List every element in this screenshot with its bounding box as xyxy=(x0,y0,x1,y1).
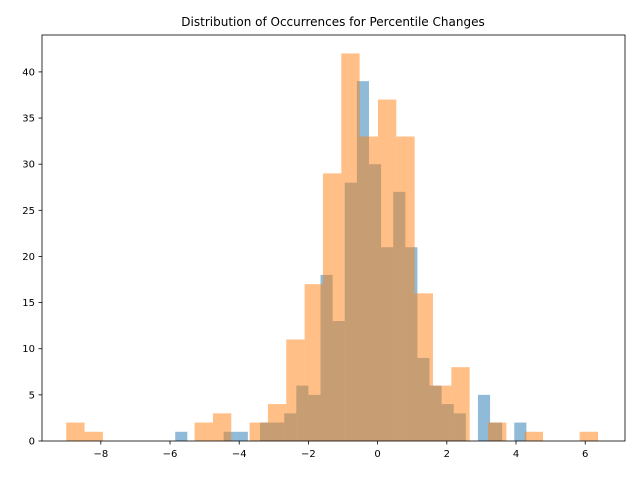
y-tick-label: 10 xyxy=(22,344,35,355)
y-tick-label: 35 xyxy=(22,114,35,125)
histogram-bar-series-2 xyxy=(212,413,232,441)
chart-title: Distribution of Occurrences for Percenti… xyxy=(181,15,484,29)
x-tick-label: 6 xyxy=(582,449,588,460)
histogram-bar-series-2 xyxy=(396,136,415,441)
x-axis: −8 −6 −4 −2 0 2 4 6 xyxy=(93,441,588,460)
y-axis: 0 5 10 15 20 25 30 35 40 xyxy=(22,67,42,448)
histogram-bars xyxy=(66,53,599,442)
histogram-bar-series-2 xyxy=(414,293,433,441)
y-tick-label: 5 xyxy=(29,390,35,401)
x-tick-label: 0 xyxy=(374,449,380,460)
histogram-bar-series-2 xyxy=(267,404,287,441)
histogram-bar-series-2 xyxy=(304,284,323,441)
histogram-bar-series-2 xyxy=(249,422,268,441)
plot-area-frame xyxy=(41,34,626,442)
histogram-bar-series-1 xyxy=(175,431,188,441)
histogram-bar-series-2 xyxy=(194,422,213,441)
y-tick-label: 15 xyxy=(22,298,35,309)
histogram-bar-series-2 xyxy=(524,431,543,441)
histogram-bar-series-1 xyxy=(514,422,527,441)
x-tick-label: −8 xyxy=(93,449,108,460)
x-tick-label: 4 xyxy=(513,449,519,460)
histogram-bar-series-2 xyxy=(432,385,452,441)
y-tick-label: 40 xyxy=(22,67,35,78)
histogram-bar-series-2 xyxy=(579,431,599,441)
histogram-bar-series-2 xyxy=(451,367,470,441)
histogram-bar-series-2 xyxy=(84,431,103,441)
histogram-bar-series-1 xyxy=(477,394,491,441)
x-tick-label: −2 xyxy=(301,449,316,460)
y-tick-label: 20 xyxy=(22,252,35,263)
x-tick-label: −6 xyxy=(163,449,178,460)
histogram-bar-series-2 xyxy=(66,422,85,441)
x-tick-label: −4 xyxy=(232,449,247,460)
histogram-bar-series-2 xyxy=(359,136,378,441)
histogram-bar-series-1 xyxy=(235,431,248,441)
histogram-bar-series-2 xyxy=(377,99,397,441)
y-tick-label: 0 xyxy=(29,437,35,448)
y-tick-label: 30 xyxy=(22,160,35,171)
y-tick-label: 25 xyxy=(22,206,35,217)
histogram-bar-series-2 xyxy=(322,173,342,441)
histogram-bar-series-2 xyxy=(487,422,507,441)
histogram-bar-series-2 xyxy=(286,339,305,441)
histogram-bar-series-2 xyxy=(341,53,360,442)
x-tick-label: 2 xyxy=(444,449,450,460)
